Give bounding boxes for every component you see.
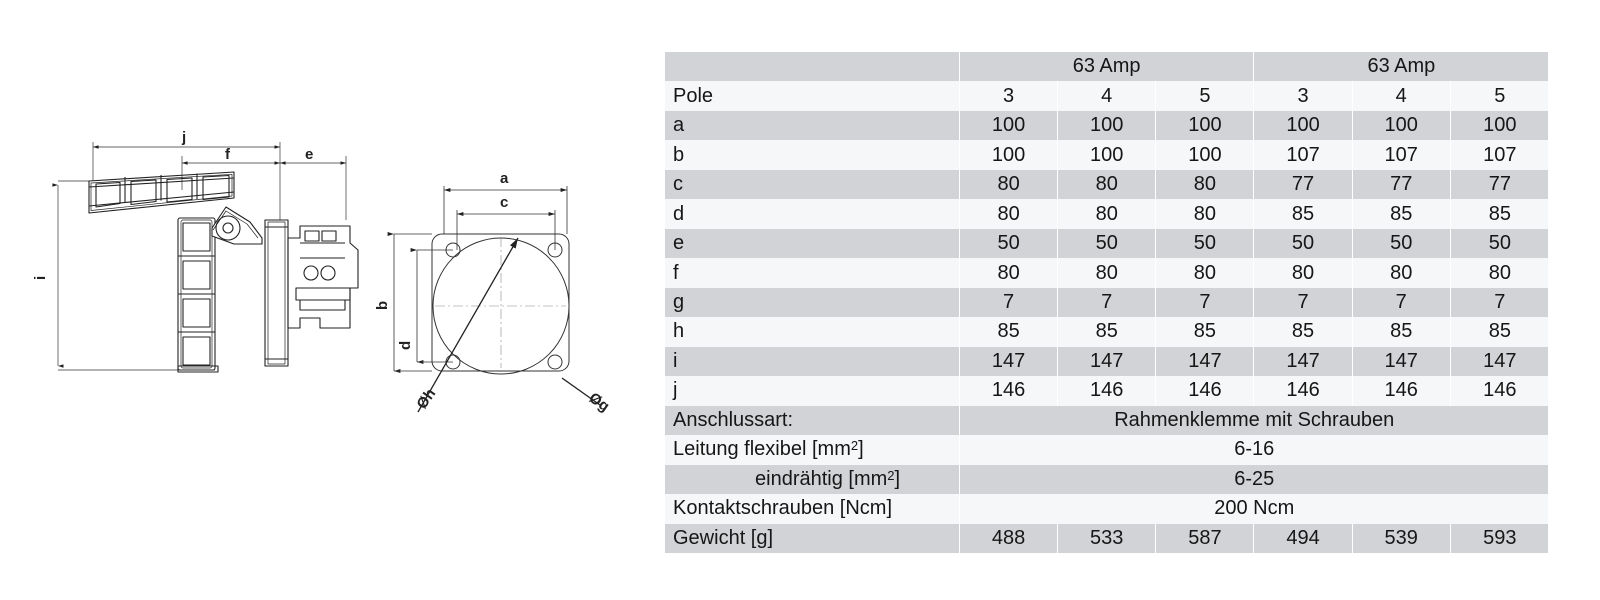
svg-text:d: d (397, 341, 414, 350)
svg-text:b: b (374, 301, 391, 310)
svg-text:Øg: Øg (586, 389, 613, 415)
svg-text:i: i (32, 276, 49, 280)
svg-text:f: f (225, 146, 231, 163)
svg-text:c: c (500, 194, 508, 211)
svg-text:Øh: Øh (413, 385, 439, 412)
svg-text:a: a (500, 170, 509, 187)
svg-text:e: e (305, 146, 313, 163)
svg-text:j: j (181, 129, 186, 146)
